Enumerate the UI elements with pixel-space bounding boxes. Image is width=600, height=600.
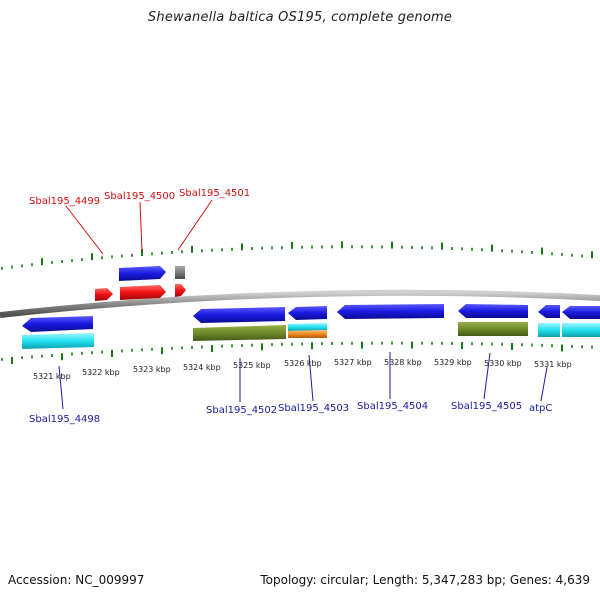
gene-atpc-cog[interactable] [538, 323, 560, 337]
gene-sbal195-4501-feature[interactable] [175, 284, 186, 297]
gene-sbal195-4498-feature[interactable] [22, 316, 93, 332]
label-sbal195-4505[interactable]: Sbal195_4505 [451, 401, 522, 412]
gene-atpd-cog[interactable] [562, 323, 600, 337]
accession-text: Accession: NC_009997 [8, 573, 145, 587]
scale-label: 5324 kbp [183, 363, 221, 372]
genome-title: Shewanella baltica OS195, complete genom… [147, 10, 453, 25]
gene-sbal195-4503-cog-cyan[interactable] [288, 323, 327, 331]
leader-sbal195-4501 [177, 199, 213, 251]
label-sbal195-4501[interactable]: Sbal195_4501 [179, 188, 250, 199]
scale-label: 5325 kbp [233, 361, 271, 370]
scale-label: 5323 kbp [133, 365, 171, 374]
gene-atpc-feature[interactable] [538, 305, 560, 318]
gene-sbal195-4500-red-feature[interactable] [120, 285, 166, 300]
label-sbal195-4503[interactable]: Sbal195_4503 [278, 403, 349, 414]
scale-label: 5327 kbp [334, 358, 372, 367]
gene-sbal195-4502-feature[interactable] [193, 307, 285, 323]
label-sbal195-4502[interactable]: Sbal195_4502 [206, 405, 277, 416]
tick-ring-outer [1, 241, 593, 270]
leader-atpc [540, 366, 548, 402]
scale-label: 5326 kbp [284, 359, 322, 368]
scale-label: 5321 kbp [33, 372, 71, 381]
leader-sbal195-4505 [483, 352, 491, 400]
gene-sbal195-4505-feature[interactable] [458, 304, 528, 318]
gene-gray-feature[interactable] [175, 266, 185, 279]
gene-atpd-feature[interactable] [562, 306, 600, 319]
gene-sbal195-4500-feature[interactable] [119, 266, 166, 281]
label-sbal195-4500[interactable]: Sbal195_4500 [104, 191, 175, 202]
reverse-leader-lines [58, 352, 548, 410]
label-sbal195-4504[interactable]: Sbal195_4504 [357, 401, 428, 412]
scale-label: 5330 kbp [484, 359, 522, 368]
leader-sbal195-4500 [139, 201, 143, 252]
scale-label: 5329 kbp [434, 358, 472, 367]
forward-leader-lines [65, 199, 213, 255]
forward-genes [95, 266, 186, 301]
label-atpc[interactable]: atpC [529, 403, 552, 414]
label-sbal195-4498[interactable]: Sbal195_4498 [29, 414, 100, 425]
gene-sbal195-4498-cog[interactable] [22, 333, 94, 349]
genome-backbone [0, 289, 600, 318]
gene-sbal195-4503-feature[interactable] [288, 306, 327, 320]
gene-sbal195-4502-cog[interactable] [193, 325, 286, 341]
scale-label: 5322 kbp [82, 368, 120, 377]
label-sbal195-4499[interactable]: Sbal195_4499 [29, 196, 100, 207]
gene-sbal195-4503-cog-orange[interactable] [288, 330, 327, 338]
gene-sbal195-4504-feature[interactable] [337, 304, 444, 319]
leader-sbal195-4503 [308, 354, 314, 402]
leader-sbal195-4499 [65, 205, 104, 255]
tick-ring-inner [1, 341, 593, 365]
leader-sbal195-4498 [58, 365, 64, 410]
gene-sbal195-4505-cog[interactable] [458, 322, 528, 336]
genome-stats-text: Topology: circular; Length: 5,347,283 bp… [260, 573, 590, 587]
scale-label: 5328 kbp [384, 358, 422, 367]
scale-label: 5331 kbp [534, 360, 572, 369]
gene-sbal195-4499-feature[interactable] [95, 288, 113, 301]
reverse-genes [22, 304, 600, 349]
